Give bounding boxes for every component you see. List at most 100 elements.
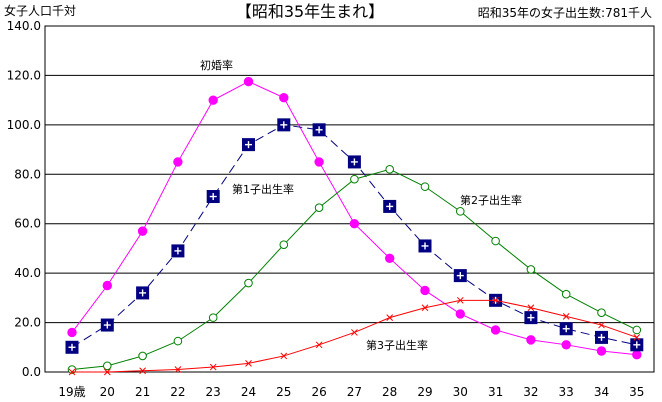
series-4	[68, 296, 641, 376]
series-group	[65, 76, 644, 376]
data-point	[456, 207, 465, 216]
data-point	[490, 325, 501, 335]
x-axis-ticks: 19歳 20 21 22 23 24 25 26 27 28 29 30 31 32 33 34 35	[58, 385, 644, 399]
data-point	[280, 352, 288, 360]
data-point	[633, 334, 641, 341]
x-tick-label: 22	[170, 385, 185, 399]
x-tick-label: 33	[559, 385, 574, 399]
data-point	[597, 308, 606, 317]
x-tick-label: 34	[594, 385, 609, 399]
data-point	[385, 253, 395, 264]
data-point	[453, 269, 467, 283]
y-tick-label: 140.0	[7, 19, 41, 33]
data-point	[314, 157, 324, 167]
data-point	[562, 313, 570, 320]
data-point	[137, 226, 148, 236]
data-point	[173, 336, 183, 346]
data-point	[561, 340, 571, 350]
series-3	[67, 165, 642, 374]
x-tick-label: 28	[382, 385, 397, 399]
y-tick-label: 60.0	[14, 217, 41, 231]
data-point	[524, 311, 538, 325]
data-point	[65, 340, 79, 354]
data-point	[245, 359, 252, 367]
series-1	[67, 76, 642, 360]
annotation-first-child: 第1子出生率	[232, 182, 294, 196]
data-point	[492, 296, 499, 304]
data-point	[351, 329, 358, 336]
data-point	[208, 95, 218, 105]
x-tick-label: 30	[453, 385, 468, 399]
x-tick-label: 29	[417, 385, 432, 399]
x-tick-label: 35	[629, 385, 644, 399]
x-tick-label: 32	[523, 385, 538, 399]
y-tick-label: 20.0	[14, 316, 41, 330]
data-point	[279, 240, 289, 250]
x-tick-label: 21	[135, 385, 150, 399]
data-point	[315, 341, 323, 349]
data-point	[103, 361, 112, 371]
data-point	[171, 244, 185, 258]
data-point	[491, 236, 500, 246]
y-axis-ticks: 0.0 20.0 40.0 60.0 80.0 100.0 120.0 140.0	[7, 19, 41, 379]
series-line	[72, 299, 637, 373]
data-point	[173, 157, 183, 167]
data-point	[630, 338, 644, 352]
x-tick-label: 26	[311, 385, 326, 399]
data-point	[103, 368, 111, 376]
data-point	[420, 285, 430, 296]
data-point	[561, 289, 571, 299]
data-point	[138, 351, 147, 361]
data-point	[598, 321, 605, 329]
data-point	[559, 322, 573, 336]
series-line	[71, 81, 637, 356]
plot-frame	[44, 25, 655, 373]
data-point	[596, 346, 607, 356]
x-tick-label: 19歳	[58, 385, 85, 399]
data-point	[350, 174, 359, 184]
x-tick-label: 27	[347, 385, 362, 399]
data-point	[206, 190, 220, 204]
data-point	[314, 203, 324, 212]
data-point	[136, 286, 150, 300]
data-point	[67, 365, 77, 374]
data-point	[68, 368, 76, 376]
data-point	[312, 123, 326, 137]
y-axis-label: 女子人口千対	[4, 3, 76, 18]
data-point	[67, 327, 77, 338]
data-point	[279, 92, 289, 103]
x-tick-label: 31	[488, 385, 503, 399]
annotation-third-child: 第3子出生率	[366, 338, 428, 352]
data-point	[526, 265, 536, 274]
annotation-second-child: 第2子出生率	[460, 193, 522, 207]
chart-title: 【昭和35年生まれ】	[236, 2, 384, 21]
data-point	[349, 219, 360, 229]
data-point	[174, 366, 182, 373]
data-point	[242, 138, 255, 152]
series-line	[71, 168, 638, 371]
data-point	[243, 76, 254, 87]
y-tick-label: 120.0	[7, 68, 41, 82]
data-point	[209, 363, 217, 371]
data-point	[632, 350, 642, 360]
data-point	[420, 182, 430, 191]
x-tick-label: 24	[241, 385, 256, 399]
data-point	[277, 118, 291, 132]
data-point	[632, 325, 642, 335]
annotation-first-marriage: 初婚率	[200, 58, 233, 72]
x-tick-label: 25	[276, 385, 291, 399]
data-point	[347, 155, 361, 169]
data-point	[527, 304, 535, 312]
y-tick-label: 0.0	[22, 365, 41, 379]
data-point	[595, 330, 608, 344]
data-point	[456, 296, 464, 304]
data-point	[208, 313, 218, 322]
chart-subtitle: 昭和35年の女子出生数:781千人	[478, 5, 652, 20]
data-point	[386, 314, 394, 321]
data-point	[385, 165, 395, 174]
y-tick-label: 80.0	[14, 167, 41, 181]
y-tick-label: 100.0	[7, 118, 41, 132]
data-point	[383, 199, 397, 213]
data-point	[418, 239, 432, 253]
